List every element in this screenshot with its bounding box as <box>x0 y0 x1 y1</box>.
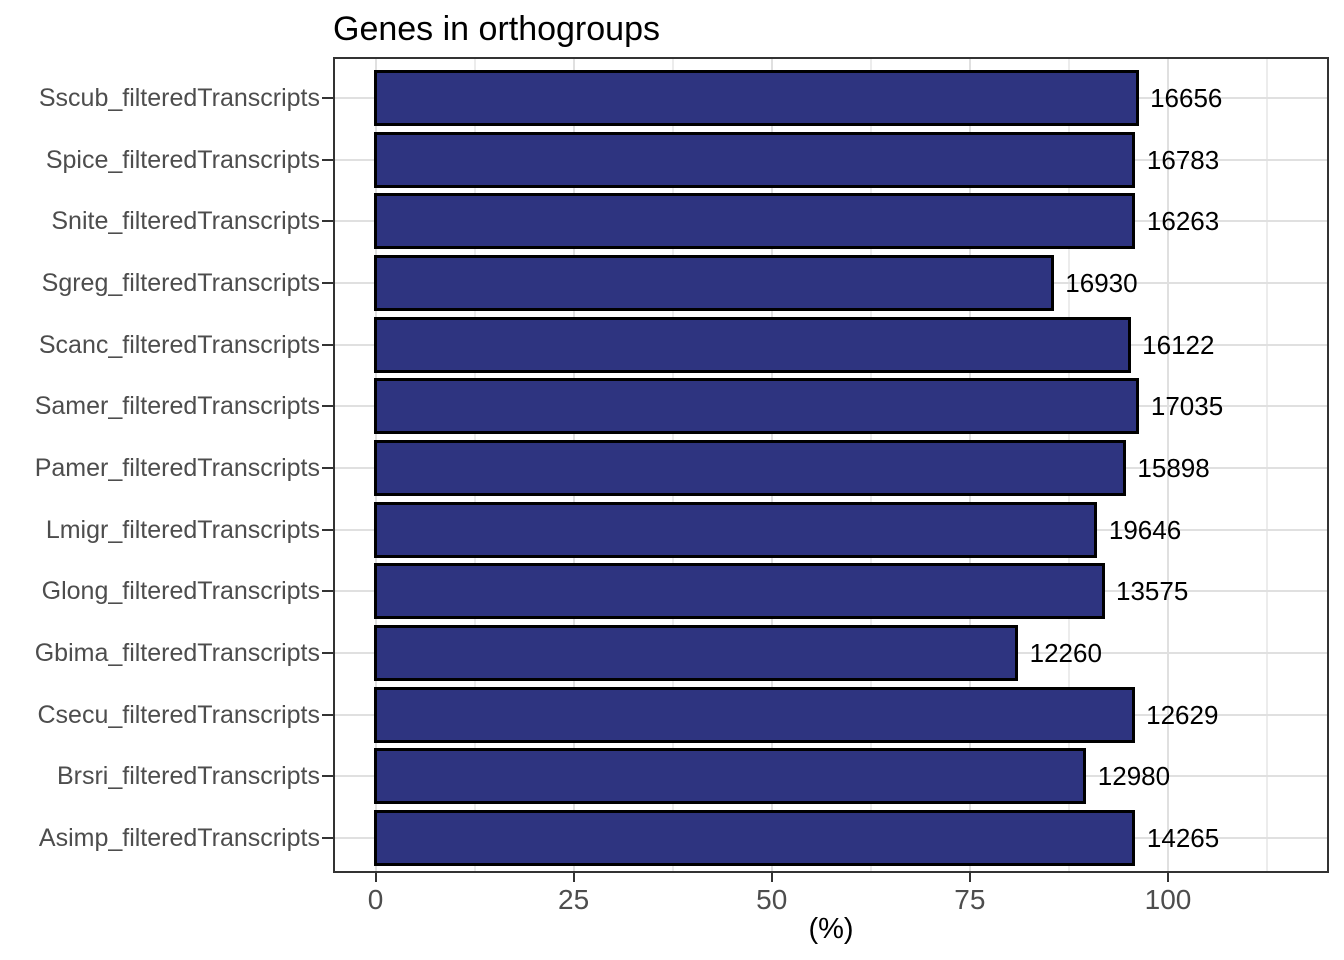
bar-value-label: 15898 <box>1137 453 1210 484</box>
y-axis-label-Pamer_filteredTranscripts: Pamer_filteredTranscripts <box>34 454 320 483</box>
bar-value-label: 16930 <box>1065 268 1138 298</box>
y-axis-tick <box>322 652 333 655</box>
bar-Sgreg_filteredTranscripts <box>374 255 1054 311</box>
y-axis-tick <box>322 775 333 778</box>
x-axis-tick-label: 75 <box>954 884 986 915</box>
y-axis-label-Sscub_filteredTranscripts: Sscub_filteredTranscripts <box>38 84 320 112</box>
y-axis-tick <box>322 282 333 284</box>
x-axis-title: (%) <box>808 913 854 945</box>
bar-value-label: 17035 <box>1150 391 1224 422</box>
y-axis-tick <box>322 713 333 716</box>
x-axis-tick <box>1167 873 1169 882</box>
chart-title: Genes in orthogroups <box>333 10 660 48</box>
y-axis-label-Spice_filteredTranscripts: Spice_filteredTranscripts <box>45 145 320 174</box>
y-axis-tick <box>322 158 333 161</box>
bar-value-label: 12980 <box>1097 761 1171 792</box>
y-axis-label-Glong_filteredTranscripts: Glong_filteredTranscripts <box>41 577 320 606</box>
bar-value-label: 13575 <box>1116 576 1189 607</box>
bar-Samer_filteredTranscripts <box>374 378 1140 435</box>
y-axis-label-Samer_filteredTranscripts: Samer_filteredTranscripts <box>34 392 320 421</box>
bar-Spice_filteredTranscripts <box>374 131 1136 188</box>
y-axis-label-Scanc_filteredTranscripts: Scanc_filteredTranscripts <box>38 330 320 359</box>
bar-Lmigr_filteredTranscripts <box>374 501 1098 558</box>
y-axis-tick <box>322 467 333 470</box>
x-axis-tick-label: 50 <box>756 884 788 915</box>
y-axis-label-Snite_filteredTranscripts: Snite_filteredTranscripts <box>51 207 320 236</box>
y-axis-label-Lmigr_filteredTranscripts: Lmigr_filteredTranscripts <box>45 515 320 544</box>
bar-value-label: 16122 <box>1142 329 1215 360</box>
bar-Snite_filteredTranscripts <box>374 193 1136 250</box>
bar-Pamer_filteredTranscripts <box>374 440 1126 497</box>
y-axis-tick <box>322 220 333 223</box>
bar-value-label: 16783 <box>1146 144 1220 175</box>
y-axis-label-Brsri_filteredTranscripts: Brsri_filteredTranscripts <box>56 762 320 791</box>
plot-panel: 16656 16783 16263 16930 16122 17035 15898 19646… <box>333 57 1329 873</box>
bar-Sscub_filteredTranscripts <box>374 70 1139 126</box>
x-axis-tick-label: 0 <box>367 884 384 915</box>
y-axis-tick <box>322 837 333 840</box>
y-axis-tick <box>322 343 333 346</box>
x-axis-tick <box>374 873 377 882</box>
x-axis-tick-label: 100 <box>1144 884 1192 915</box>
y-axis-tick <box>322 528 333 531</box>
y-axis-label-Asimp_filteredTranscripts: Asimp_filteredTranscripts <box>38 824 320 853</box>
x-axis-tick <box>968 873 971 882</box>
y-axis-tick <box>322 97 333 99</box>
grid-minor-vline <box>1266 59 1269 871</box>
y-axis-tick <box>322 405 333 408</box>
bar-value-label: 12629 <box>1146 699 1219 730</box>
bar-value-label: 19646 <box>1108 514 1182 545</box>
y-axis-tick <box>322 590 333 593</box>
x-axis-tick <box>572 873 575 882</box>
bar-Brsri_filteredTranscripts <box>374 748 1087 805</box>
x-axis-tick-label: 25 <box>558 884 590 915</box>
bar-value-label: 12260 <box>1029 638 1102 669</box>
x-axis-tick <box>770 873 773 882</box>
bar-Glong_filteredTranscripts <box>374 563 1105 620</box>
y-axis-label-Sgreg_filteredTranscripts: Sgreg_filteredTranscripts <box>41 269 320 297</box>
bar-Csecu_filteredTranscripts <box>374 686 1135 743</box>
bar-Asimp_filteredTranscripts <box>374 810 1136 867</box>
bar-value-label: 14265 <box>1146 823 1220 854</box>
bar-value-label: 16656 <box>1150 83 1223 113</box>
y-axis-label-Gbima_filteredTranscripts: Gbima_filteredTranscripts <box>34 639 320 668</box>
grid-major-vline <box>1167 59 1169 871</box>
bar-Gbima_filteredTranscripts <box>374 625 1019 682</box>
bar-value-label: 16263 <box>1146 206 1220 237</box>
y-axis-label-Csecu_filteredTranscripts: Csecu_filteredTranscripts <box>37 700 320 729</box>
bar-Scanc_filteredTranscripts <box>374 316 1131 373</box>
